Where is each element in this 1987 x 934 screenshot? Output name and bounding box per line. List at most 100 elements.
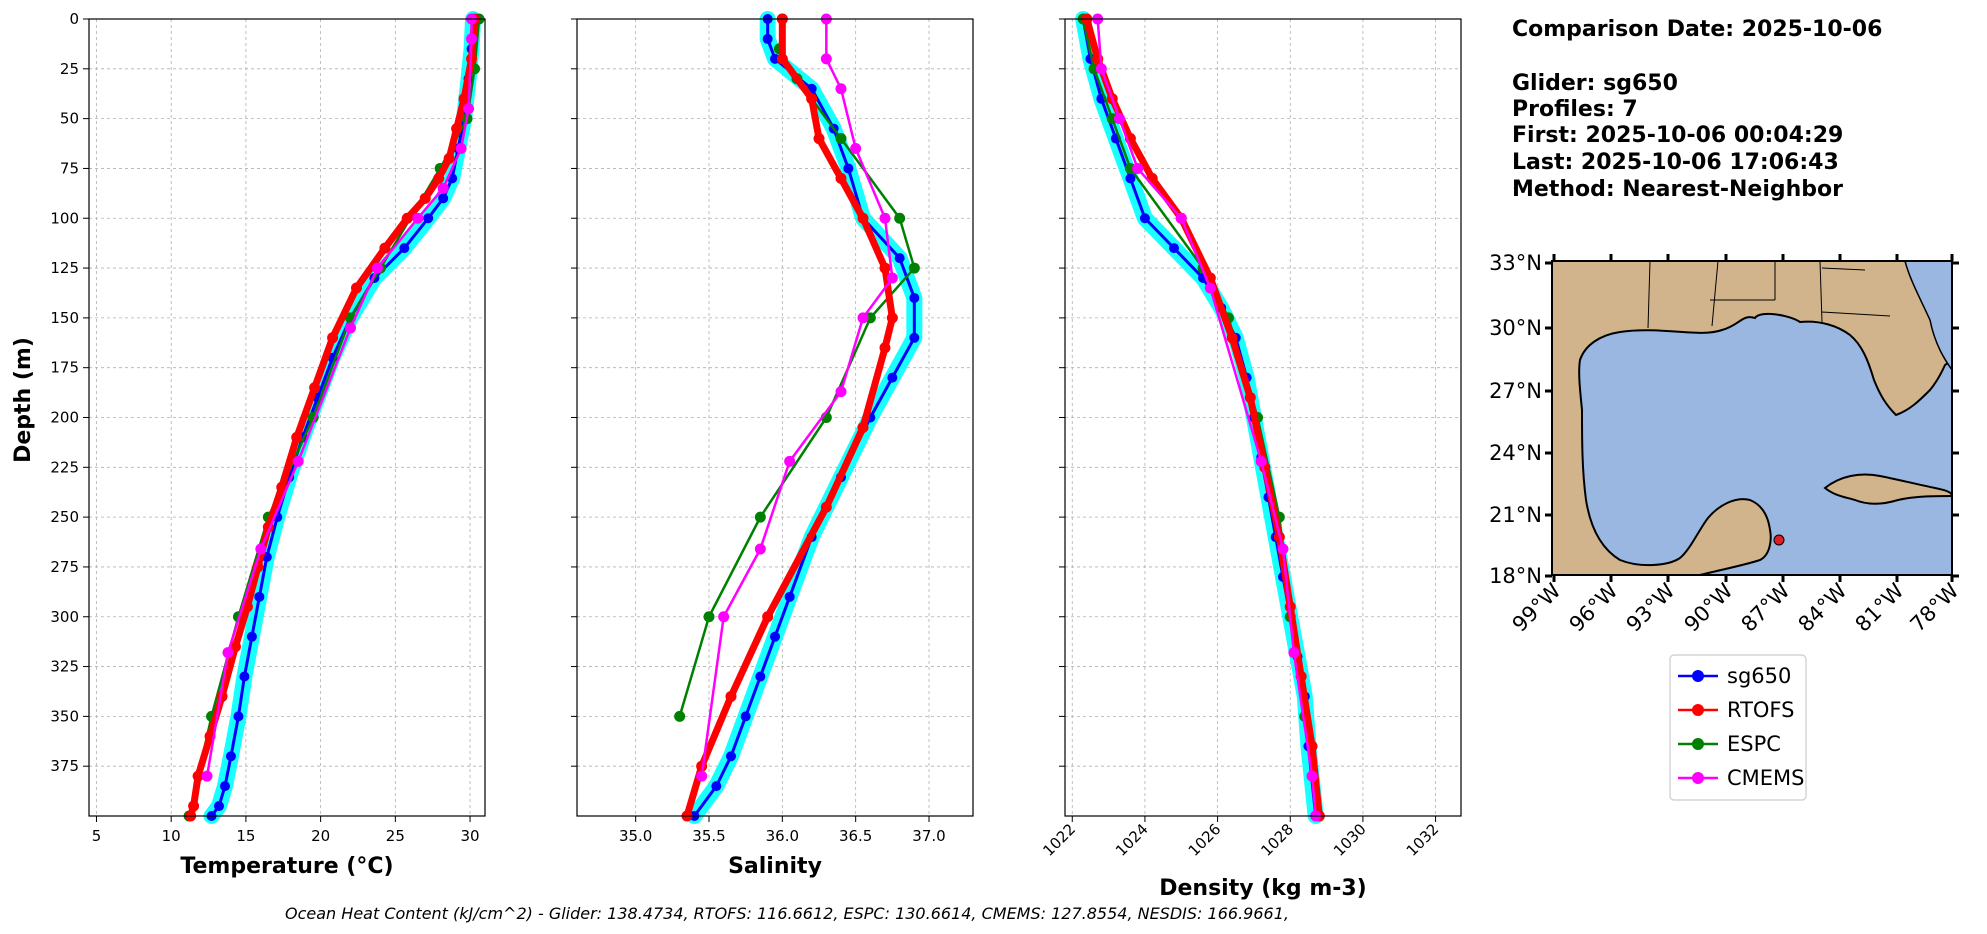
comparison-date: Comparison Date: 2025-10-06 <box>1512 17 1882 42</box>
x-tick-label: 30 <box>461 827 480 845</box>
lon-tick-label: 90°W <box>1680 578 1738 636</box>
cmems-point <box>857 312 869 324</box>
gulf-of-mexico <box>1578 312 1952 575</box>
sg650-point <box>887 372 898 383</box>
cmems-point <box>835 386 847 398</box>
cmems-point <box>345 322 357 334</box>
cmems-point <box>886 272 898 284</box>
info-block: Comparison Date: 2025-10-06 Glider: sg65… <box>1512 17 1882 202</box>
x-tick-label: 1022 <box>1039 820 1079 860</box>
lon-tick-label: 87°W <box>1737 578 1795 636</box>
sg650-point <box>740 711 751 722</box>
y-tick-label: 375 <box>50 757 79 775</box>
rtofs-point <box>458 93 470 105</box>
sg650-point <box>909 292 920 303</box>
sg650-point <box>214 801 225 812</box>
lat-tick-label: 33°N <box>1489 251 1542 275</box>
cmems-point <box>1306 770 1318 782</box>
last-time: Last: 2025-10-06 17:06:43 <box>1512 150 1839 175</box>
glider-name: Glider: sg650 <box>1512 71 1678 96</box>
y-tick-label: 50 <box>60 110 79 128</box>
y-tick-label: 250 <box>50 508 79 526</box>
sg650-point <box>225 751 236 762</box>
y-tick-label: 225 <box>50 458 79 476</box>
sg650-point <box>894 253 905 264</box>
legend-label: ESPC <box>1727 732 1781 756</box>
x-tick-label: 1032 <box>1403 820 1443 860</box>
legend-frame <box>1669 654 1807 801</box>
cmems-point <box>820 53 832 65</box>
sg650-point <box>762 33 773 44</box>
x-tick-label: 36.5 <box>839 827 872 845</box>
cmems-point <box>222 647 234 659</box>
cmems-point <box>1288 647 1300 659</box>
method: Method: Nearest-Neighbor <box>1512 177 1843 202</box>
rtofs-point <box>879 342 891 354</box>
legend-marker <box>1692 772 1704 784</box>
y-tick-label: 175 <box>50 359 79 377</box>
y-tick-label: 275 <box>50 558 79 576</box>
rtofs-point <box>192 770 204 782</box>
rtofs-point <box>443 152 455 164</box>
x-tick-label: 1026 <box>1185 820 1225 860</box>
espc-line <box>187 18 481 817</box>
sg650-point <box>1139 213 1150 224</box>
legend-label: sg650 <box>1727 664 1791 688</box>
temperature-panel: 0 25 50 75 100 125 150 175 200 225 250 275 300 325 350… <box>50 10 486 879</box>
ocean-heat-content-footer: Ocean Heat Content (kJ/cm^2) - Glider: 1… <box>285 904 1289 923</box>
lat-tick-label: 18°N <box>1489 564 1542 588</box>
cmems-point <box>1255 455 1267 467</box>
state-borders <box>1647 261 1891 329</box>
profiles-count: Profiles: 7 <box>1512 97 1638 122</box>
legend: sg650 RTOFS ESPC CMEMS <box>1669 654 1807 801</box>
rtofs-point <box>879 262 891 274</box>
cuba <box>1823 473 1952 505</box>
cmems-point <box>466 33 478 45</box>
legend-label: RTOFS <box>1727 698 1794 722</box>
rtofs-point <box>762 611 774 623</box>
rtofs-point <box>857 421 869 433</box>
cmems-point <box>784 455 796 467</box>
cmems-point <box>437 182 449 194</box>
y-tick-label: 75 <box>60 159 79 177</box>
lat-tick-label: 24°N <box>1489 441 1542 465</box>
espc-point <box>835 133 847 145</box>
sg650-point <box>909 332 920 343</box>
x-tick-label: 1028 <box>1257 820 1297 860</box>
x-tick-label: 20 <box>311 827 330 845</box>
cmems-point <box>1132 162 1144 174</box>
sg650-point <box>843 163 854 174</box>
cmems-point <box>1204 282 1216 294</box>
espc-point <box>674 710 686 722</box>
y-tick-label: 25 <box>60 60 79 78</box>
y-tick-label: 100 <box>50 209 79 227</box>
x-tick-label: 35.5 <box>692 827 725 845</box>
x-axis-title: Salinity <box>728 854 822 879</box>
rtofs-point <box>350 282 362 294</box>
gulf-map: 33°N30°N27°N24°N21°N18°N99°W 96°W 93°W 90°W… <box>1489 251 1964 637</box>
x-axis-title: Density (kg m-3) <box>1159 876 1367 901</box>
cmems-point <box>1277 543 1289 555</box>
atlantic-ocean <box>1904 261 1952 372</box>
sg650-point <box>399 243 410 254</box>
sg650-point <box>254 591 265 602</box>
y-tick-label: 300 <box>50 608 79 626</box>
cmems-point <box>1095 63 1107 75</box>
y-tick-label: 325 <box>50 658 79 676</box>
rtofs-point <box>725 690 737 702</box>
sg650-point <box>770 631 780 642</box>
rtofs-point <box>776 53 788 65</box>
lat-tick-label: 27°N <box>1489 379 1542 403</box>
sg650-point <box>755 671 766 682</box>
y-tick-label: 350 <box>50 707 79 725</box>
rtofs-point <box>188 800 200 812</box>
rtofs-point <box>813 133 825 145</box>
glider-location-marker <box>1773 534 1785 546</box>
legend-marker <box>1692 670 1704 682</box>
cmems-point <box>1113 113 1125 125</box>
lon-tick-label: 93°W <box>1622 578 1680 636</box>
sg650-point <box>239 671 250 682</box>
sg650-point <box>1125 173 1136 184</box>
cmems-point <box>718 611 730 623</box>
sg650-point <box>233 711 244 722</box>
